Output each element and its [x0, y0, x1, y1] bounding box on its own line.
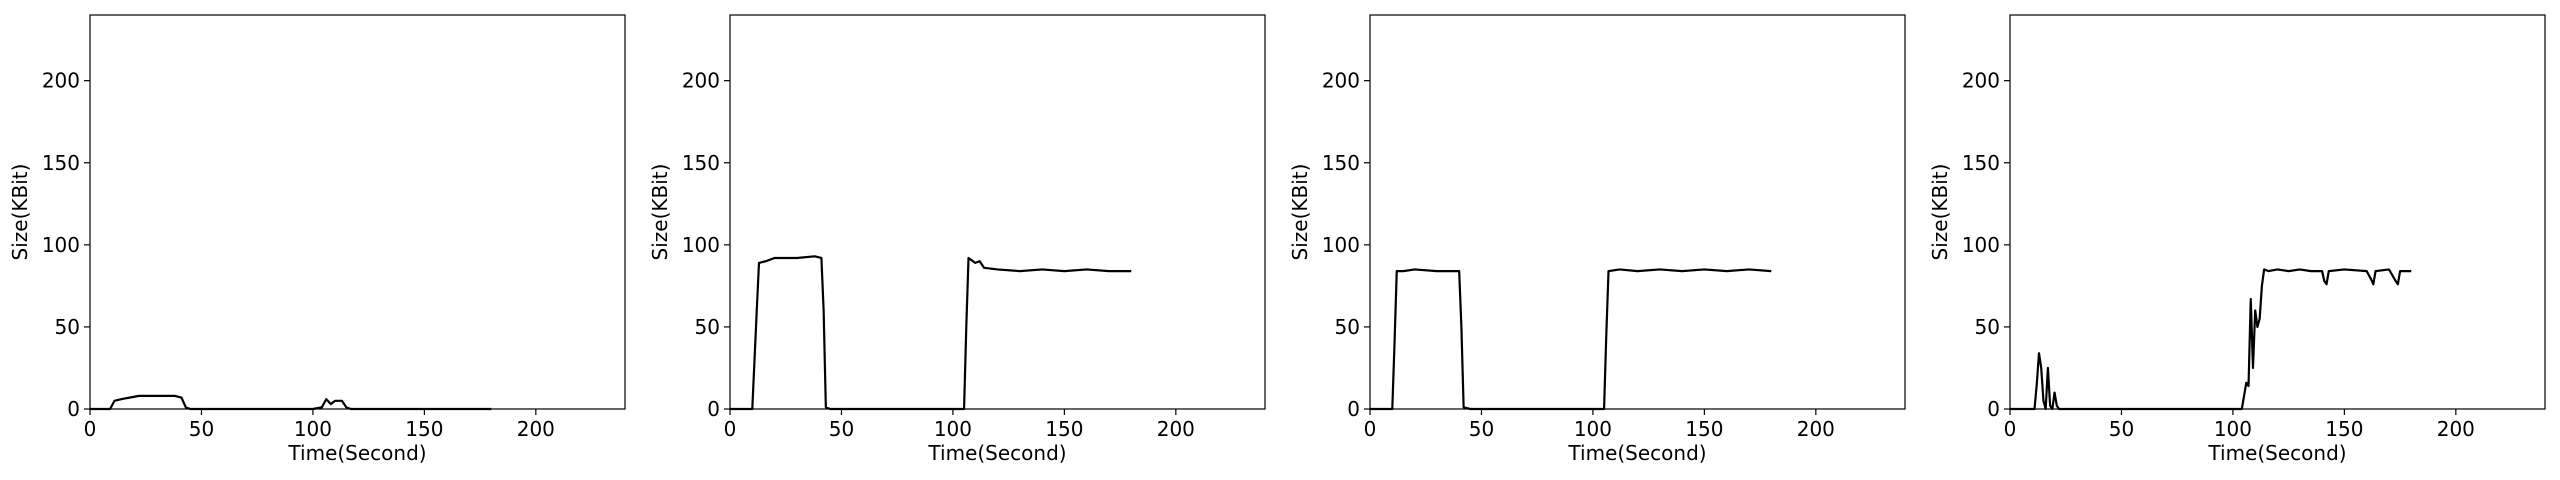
x-tick-label: 50 [829, 417, 854, 441]
y-tick-label: 0 [1347, 397, 1360, 421]
x-tick-label: 50 [1469, 417, 1494, 441]
x-tick-label: 200 [1157, 417, 1195, 441]
y-tick-label: 150 [1962, 151, 2000, 175]
plot-frame [1369, 14, 1906, 410]
x-tick-label: 0 [724, 417, 737, 441]
y-tick-label: 200 [1322, 69, 1360, 93]
x-tick-label: 150 [405, 417, 443, 441]
chart-panel-3: 0 50 100 150 200 0 50 100 150 200 Time(Second) Size… [1288, 14, 1906, 465]
x-tick-label: 200 [2437, 417, 2475, 441]
series-line-1 [90, 394, 492, 411]
y-tick-label: 150 [682, 151, 720, 175]
plot-frame [89, 14, 626, 410]
y-axis-label: Size(KBit) [648, 164, 672, 261]
x-tick-label: 0 [2004, 417, 2017, 441]
y-tick-label: 0 [707, 397, 720, 421]
x-tick-label: 100 [934, 417, 972, 441]
y-tick-label: 100 [1962, 233, 2000, 257]
series-line-1 [730, 255, 1132, 411]
chart-panel-2: 0 50 100 150 200 0 50 100 150 200 Time(Second) Size… [648, 14, 1266, 465]
y-tick-label: 200 [682, 69, 720, 93]
x-tick-label: 200 [517, 417, 555, 441]
y-tick-label: 50 [55, 315, 80, 339]
chart-panel-1: 0 50 100 150 200 0 50 100 150 200 Time(Second) Size… [8, 14, 626, 465]
y-axis-label: Size(KBit) [1928, 164, 1952, 261]
x-tick-label: 150 [1045, 417, 1083, 441]
x-tick-label: 100 [294, 417, 332, 441]
y-tick-label: 200 [1962, 69, 2000, 93]
x-tick-label: 150 [2325, 417, 2363, 441]
y-tick-label: 100 [42, 233, 80, 257]
y-tick-label: 150 [1322, 151, 1360, 175]
x-tick-label: 100 [2214, 417, 2252, 441]
y-axis-label: Size(KBit) [8, 164, 32, 261]
y-tick-label: 100 [1322, 233, 1360, 257]
y-tick-label: 0 [67, 397, 80, 421]
chart-panel-4: 0 50 100 150 200 0 50 100 150 200 Time(Second) Size… [1928, 14, 2546, 465]
plot-frame [2009, 14, 2546, 410]
x-tick-label: 50 [189, 417, 214, 441]
y-tick-label: 100 [682, 233, 720, 257]
x-tick-label: 150 [1685, 417, 1723, 441]
x-tick-label: 0 [84, 417, 97, 441]
y-tick-label: 0 [1987, 397, 2000, 421]
series-line-1 [2010, 268, 2412, 411]
y-axis-label: Size(KBit) [1288, 164, 1312, 261]
y-tick-label: 50 [695, 315, 720, 339]
x-axis-label: Time(Second) [1567, 441, 1706, 465]
x-tick-label: 100 [1574, 417, 1612, 441]
x-axis-label: Time(Second) [287, 441, 426, 465]
y-tick-label: 50 [1975, 315, 2000, 339]
plot-frame [729, 14, 1266, 410]
y-tick-label: 50 [1335, 315, 1360, 339]
x-axis-label: Time(Second) [2207, 441, 2346, 465]
x-tick-label: 50 [2109, 417, 2134, 441]
x-tick-label: 0 [1364, 417, 1377, 441]
y-tick-label: 200 [42, 69, 80, 93]
x-axis-label: Time(Second) [927, 441, 1066, 465]
y-tick-label: 150 [42, 151, 80, 175]
series-line-1 [1370, 268, 1772, 411]
x-tick-label: 200 [1797, 417, 1835, 441]
